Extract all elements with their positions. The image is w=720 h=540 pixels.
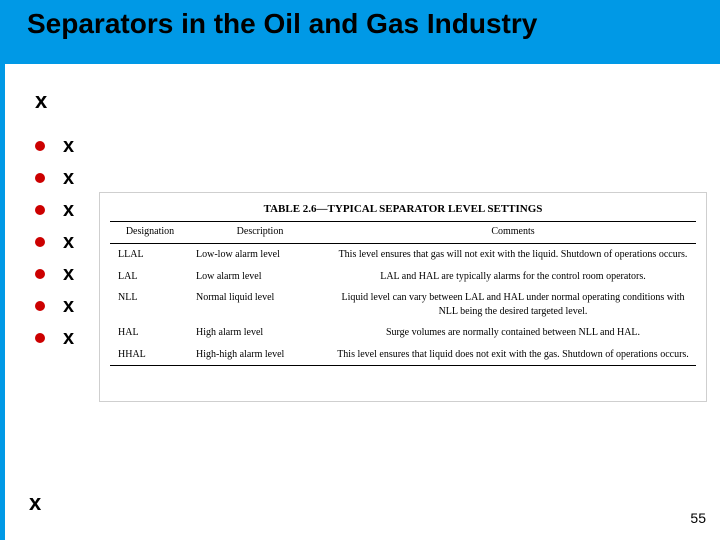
bullet-text: x (63, 327, 74, 350)
cell-description: Low alarm level (190, 266, 330, 288)
bullet-icon (35, 173, 45, 183)
table-caption: TABLE 2.6—TYPICAL SEPARATOR LEVEL SETTIN… (110, 203, 696, 215)
cell-designation: NLL (110, 287, 190, 322)
bullet-icon (35, 301, 45, 311)
cell-comments: Liquid level can vary between LAL and HA… (330, 287, 696, 322)
cell-description: High alarm level (190, 322, 330, 344)
cell-designation: LLAL (110, 244, 190, 266)
cell-comments: Surge volumes are normally contained bet… (330, 322, 696, 344)
page-number: 55 (690, 510, 706, 526)
bullet-text: x (63, 167, 74, 190)
list-item: x (35, 322, 74, 354)
list-item: x (35, 162, 74, 194)
table-row: LLAL Low-low alarm level This level ensu… (110, 244, 696, 266)
cell-comments: This level ensures that liquid does not … (330, 344, 696, 366)
bullet-text: x (63, 231, 74, 254)
table-row: NLL Normal liquid level Liquid level can… (110, 287, 696, 322)
embedded-table: TABLE 2.6—TYPICAL SEPARATOR LEVEL SETTIN… (99, 192, 707, 402)
cell-description: Normal liquid level (190, 287, 330, 322)
cell-designation: HAL (110, 322, 190, 344)
col-header-description: Description (190, 222, 330, 244)
cell-comments: This level ensures that gas will not exi… (330, 244, 696, 266)
col-header-designation: Designation (110, 222, 190, 244)
cell-description: Low-low alarm level (190, 244, 330, 266)
bullet-text: x (63, 199, 74, 222)
slide: Separators in the Oil and Gas Industry x… (0, 0, 720, 540)
bullet-icon (35, 141, 45, 151)
cell-description: High-high alarm level (190, 344, 330, 366)
list-item: x (35, 130, 74, 162)
list-item: x (35, 258, 74, 290)
x-footer: x (29, 490, 41, 516)
list-item: x (35, 290, 74, 322)
bullet-text: x (63, 135, 74, 158)
col-header-comments: Comments (330, 222, 696, 244)
bullet-list: x x x x x x x (35, 130, 74, 354)
table-row: HHAL High-high alarm level This level en… (110, 344, 696, 366)
list-item: x (35, 194, 74, 226)
bullet-icon (35, 205, 45, 215)
table-header-row: Designation Description Comments (110, 222, 696, 244)
cell-comments: LAL and HAL are typically alarms for the… (330, 266, 696, 288)
x-heading: x (35, 88, 47, 114)
bullet-icon (35, 333, 45, 343)
slide-title: Separators in the Oil and Gas Industry (27, 8, 537, 40)
bullet-text: x (63, 263, 74, 286)
table-row: HAL High alarm level Surge volumes are n… (110, 322, 696, 344)
bullet-icon (35, 269, 45, 279)
cell-designation: HHAL (110, 344, 190, 366)
level-settings-table: Designation Description Comments LLAL Lo… (110, 221, 696, 366)
list-item: x (35, 226, 74, 258)
table-row: LAL Low alarm level LAL and HAL are typi… (110, 266, 696, 288)
bullet-text: x (63, 295, 74, 318)
bullet-icon (35, 237, 45, 247)
cell-designation: LAL (110, 266, 190, 288)
